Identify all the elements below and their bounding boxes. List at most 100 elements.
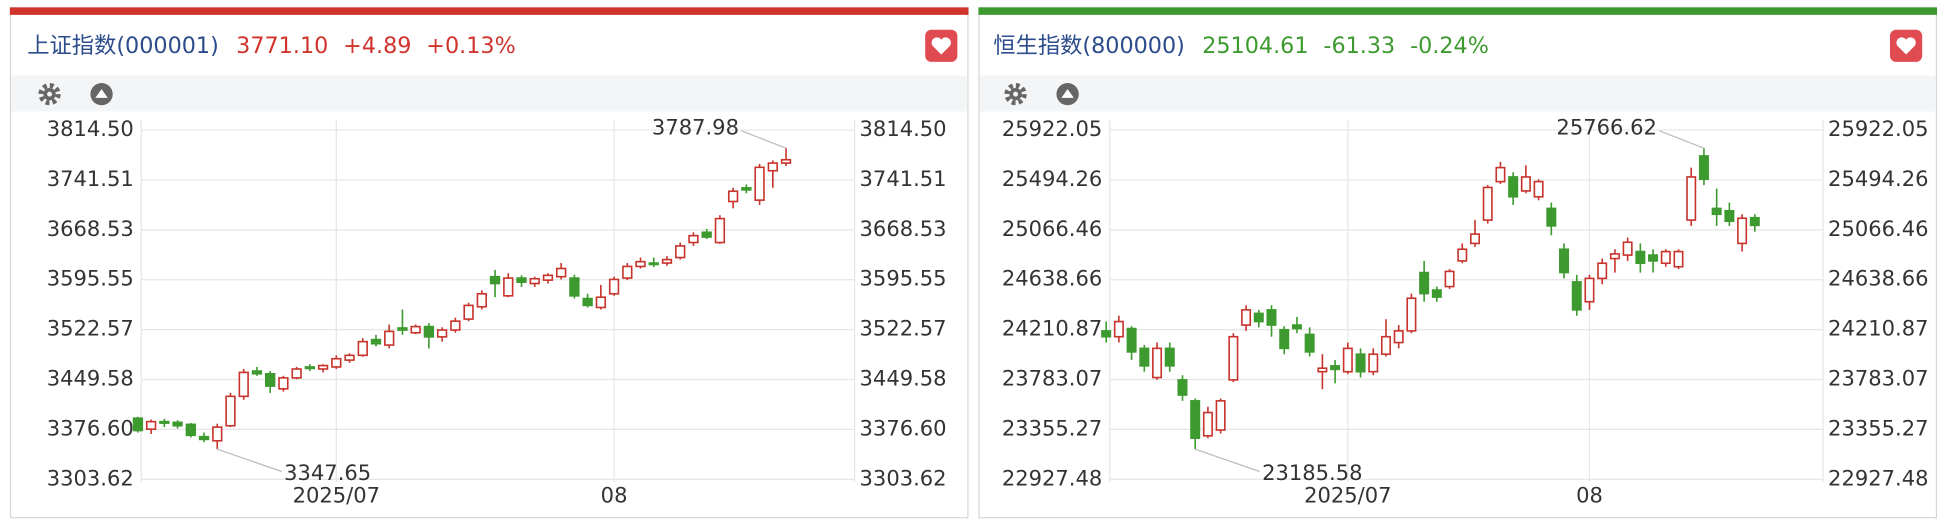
candle-body: [185, 423, 196, 437]
candle-body: [1660, 250, 1671, 265]
y-tick-label: 3668.53: [860, 216, 947, 241]
toolbar: [11, 75, 968, 112]
y-tick-label: 24210.87: [1002, 316, 1102, 341]
candle-body: [780, 158, 792, 164]
candle-body: [1470, 233, 1481, 245]
candle-body: [1749, 216, 1760, 227]
y-tick-label: 3303.62: [47, 465, 134, 490]
y-tick-label: 3814.50: [860, 116, 947, 141]
leader-line: [1194, 448, 1260, 473]
candle-body: [556, 267, 567, 278]
candle-body: [436, 329, 448, 338]
y-tick-label: 24638.66: [1828, 266, 1928, 291]
collapse-button[interactable]: [90, 82, 113, 106]
candle-body: [278, 377, 289, 390]
candle-body: [1622, 241, 1633, 256]
candle-body: [714, 217, 726, 244]
y-tick-label: 3522.57: [860, 316, 947, 341]
change: -61.33: [1323, 32, 1395, 58]
settings-button[interactable]: [1004, 82, 1027, 106]
candle-body: [397, 327, 408, 331]
y-tick-label: 25494.26: [1828, 166, 1928, 191]
candle-body: [569, 277, 580, 297]
candle-body: [489, 275, 501, 285]
candle-body: [767, 162, 778, 172]
candle-body: [225, 395, 236, 427]
candle-body: [1635, 250, 1646, 265]
candle-body: [1139, 347, 1150, 367]
y-tick-label: 3522.57: [47, 316, 134, 341]
candle-body: [1533, 180, 1544, 198]
candle-body: [1101, 330, 1112, 338]
y-tick-label: 3449.58: [860, 366, 947, 391]
candle-body: [1330, 365, 1341, 371]
panel: 上证指数(000001) 3771.10 +4.89 +0.13% 3814.50 38…: [9, 6, 969, 519]
candle-body: [1393, 330, 1404, 344]
candle-body: [1482, 186, 1493, 221]
color-bar: [978, 7, 1938, 15]
candle-body: [1609, 253, 1620, 260]
candle-body: [1698, 155, 1709, 181]
x-tick-label: 2025/07: [1304, 483, 1391, 508]
y-tick-label: 3376.60: [860, 415, 947, 440]
candle-body: [727, 190, 739, 203]
leader-line: [741, 130, 787, 149]
candle-body: [754, 166, 765, 201]
candle-body: [132, 417, 144, 432]
leader-line: [1659, 130, 1705, 149]
candle-body: [1686, 176, 1697, 221]
candle-body: [1559, 248, 1570, 274]
panel: 恒生指数(800000) 25104.61 -61.33 -0.24% 25922.0…: [978, 6, 1938, 519]
y-tick-label: 23355.27: [1002, 415, 1102, 440]
index-name: 恒生指数(800000): [993, 32, 1185, 58]
change-pct: -0.24%: [1410, 32, 1489, 58]
candle-body: [1241, 309, 1252, 326]
y-tick-label: 25494.26: [1002, 166, 1102, 191]
settings-button[interactable]: [38, 82, 61, 106]
candle-body: [238, 371, 249, 398]
candle-body: [1266, 309, 1277, 326]
high-label: 25766.62: [1556, 114, 1656, 139]
y-tick-label: 3303.62: [860, 465, 947, 490]
y-tick-label: 22927.48: [1002, 465, 1102, 490]
y-tick-label: 25066.46: [1828, 216, 1928, 241]
candle-body: [291, 368, 302, 379]
y-tick-label: 23355.27: [1828, 415, 1928, 440]
favorite-button[interactable]: [1889, 29, 1923, 62]
y-tick-label: 23783.07: [1828, 366, 1928, 391]
candle-body: [145, 420, 157, 430]
header: 上证指数(000001) 3771.10 +4.89 +0.13%: [27, 32, 516, 58]
candle-body: [1355, 353, 1366, 373]
favorite-button[interactable]: [925, 29, 958, 62]
high-label: 3787.98: [652, 114, 739, 139]
candle-body: [1520, 176, 1531, 192]
toolbar: [979, 75, 1936, 112]
candle-body: [529, 277, 540, 285]
candle-body: [595, 296, 607, 309]
candle-body: [384, 330, 395, 346]
candle-body: [503, 277, 514, 297]
candle-body: [1126, 327, 1137, 353]
x-tick-label: 2025/07: [293, 483, 380, 508]
candle-body: [1113, 320, 1124, 338]
collapse-button[interactable]: [1056, 82, 1079, 106]
candle-body: [1177, 379, 1188, 396]
candle-body: [1546, 207, 1557, 227]
low-label: 3347.65: [284, 460, 371, 485]
candle-body: [1724, 209, 1735, 223]
candle-body: [1406, 297, 1417, 332]
candle-body: [1444, 270, 1455, 288]
price: 25104.61: [1202, 32, 1308, 58]
candle-body: [317, 364, 329, 370]
candle-body: [1304, 333, 1315, 353]
candle-body: [1648, 254, 1659, 262]
leader-line: [217, 448, 282, 473]
candle-body: [331, 357, 342, 368]
candle-body: [1431, 289, 1442, 298]
candle-body: [251, 370, 263, 375]
y-tick-label: 24210.87: [1828, 316, 1928, 341]
y-tick-label: 3814.50: [47, 116, 134, 141]
candle-body: [304, 366, 316, 370]
candle-body: [1317, 367, 1328, 373]
y-tick-label: 23783.07: [1002, 366, 1102, 391]
